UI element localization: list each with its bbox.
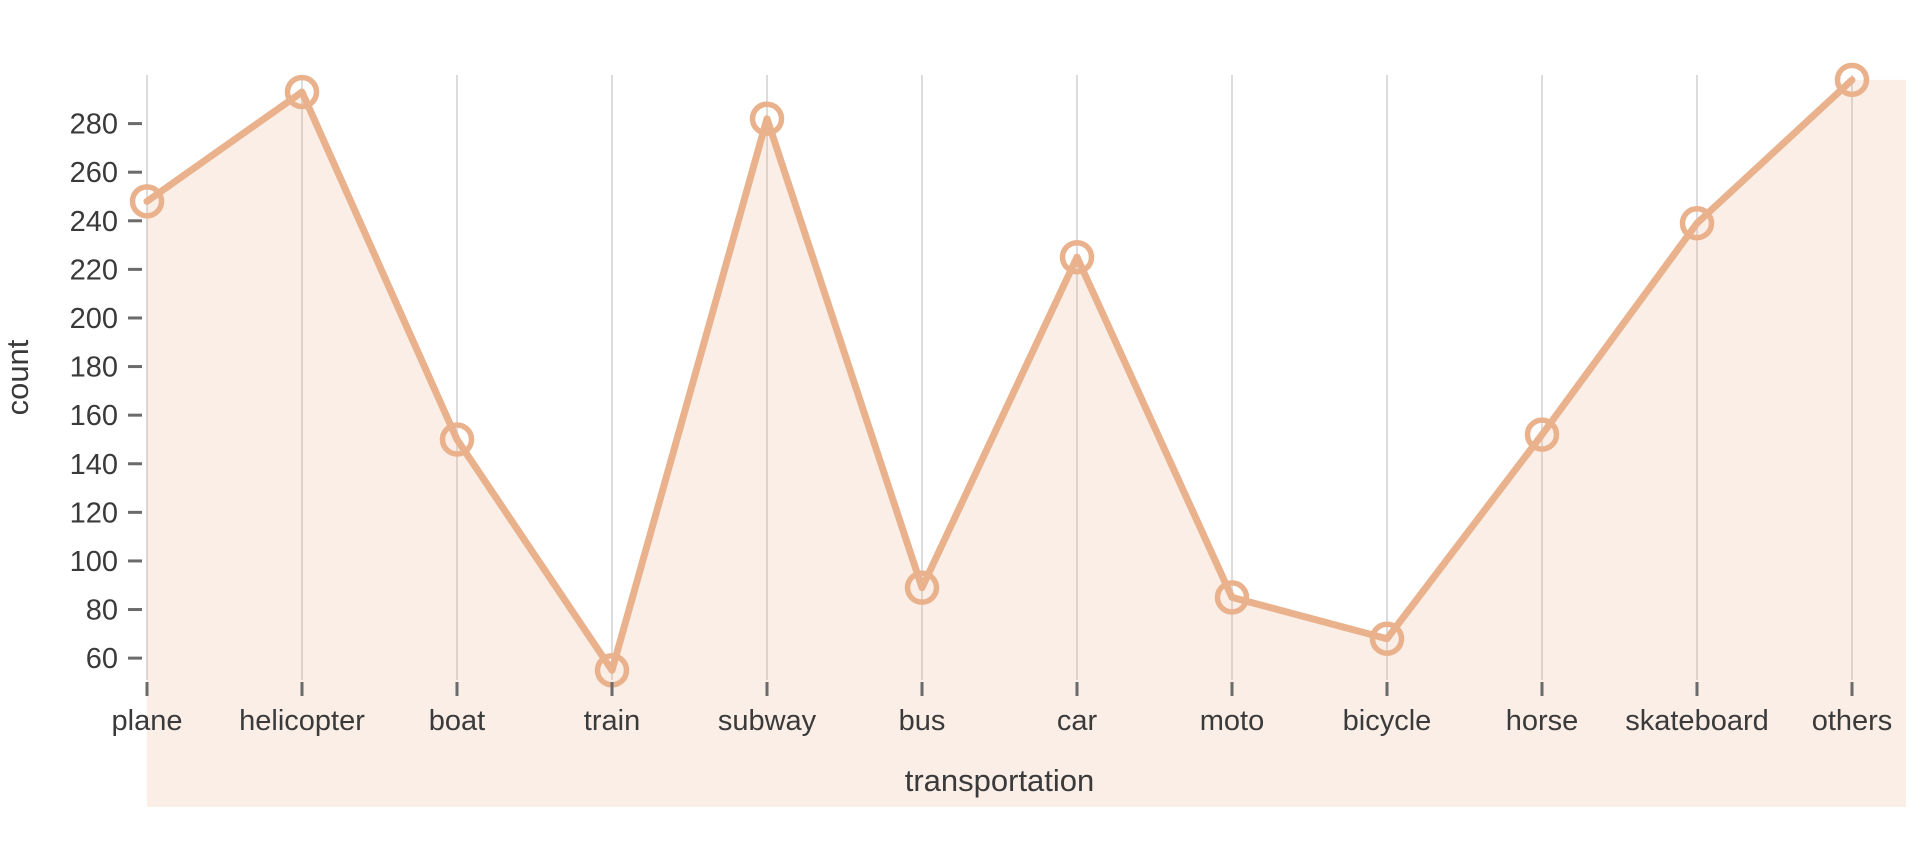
x-tick-label: train (584, 705, 640, 737)
line-layer (143, 76, 1856, 674)
y-tick-label: 180 (70, 352, 118, 384)
area-layer (147, 79, 1906, 807)
points-layer (129, 62, 1870, 688)
data-point-marker[interactable] (284, 74, 320, 110)
data-point-marker[interactable] (1059, 239, 1095, 275)
axes-layer: 60 80 100 120 140 160 180 200 220 240 260 280 plane h… (70, 109, 1893, 737)
x-tick-label: bicycle (1343, 705, 1432, 737)
x-tick-label: bus (899, 705, 946, 737)
x-tick-label: moto (1200, 705, 1264, 737)
data-point-marker[interactable] (1679, 205, 1715, 241)
x-tick-label: subway (718, 705, 817, 737)
x-tick-label: boat (429, 705, 485, 737)
x-tick-label: car (1057, 705, 1098, 737)
y-tick-label: 260 (70, 157, 118, 189)
y-tick-label: 60 (86, 643, 118, 675)
y-axis-title: count (0, 339, 35, 415)
x-axis-title: transportation (905, 763, 1095, 798)
y-tick-label: 280 (70, 109, 118, 141)
x-tick-label: skateboard (1625, 705, 1769, 737)
x-tick-label: plane (112, 705, 183, 737)
x-tick-label: others (1812, 705, 1893, 737)
data-point-marker[interactable] (1214, 580, 1250, 615)
data-point-marker[interactable] (439, 422, 475, 457)
x-tick-label: helicopter (239, 705, 365, 737)
y-tick-label: 140 (70, 449, 118, 481)
data-point-marker[interactable] (904, 570, 940, 605)
data-point-marker[interactable] (1834, 62, 1870, 98)
area-fill (147, 79, 1906, 807)
data-point-marker[interactable] (1524, 417, 1560, 452)
data-point-marker[interactable] (749, 101, 785, 136)
gridlines-layer (146, 75, 1853, 680)
y-tick-label: 100 (70, 546, 118, 578)
y-tick-label: 80 (86, 595, 118, 627)
y-tick-label: 120 (70, 497, 118, 529)
y-tick-label: 240 (70, 206, 118, 238)
line-series (143, 76, 1856, 674)
data-point-marker[interactable] (129, 184, 165, 219)
y-tick-label: 160 (70, 400, 118, 432)
data-point-marker[interactable] (1369, 621, 1405, 656)
y-tick-label: 200 (70, 303, 118, 335)
x-tick-label: horse (1506, 705, 1579, 737)
y-tick-label: 220 (70, 254, 118, 286)
